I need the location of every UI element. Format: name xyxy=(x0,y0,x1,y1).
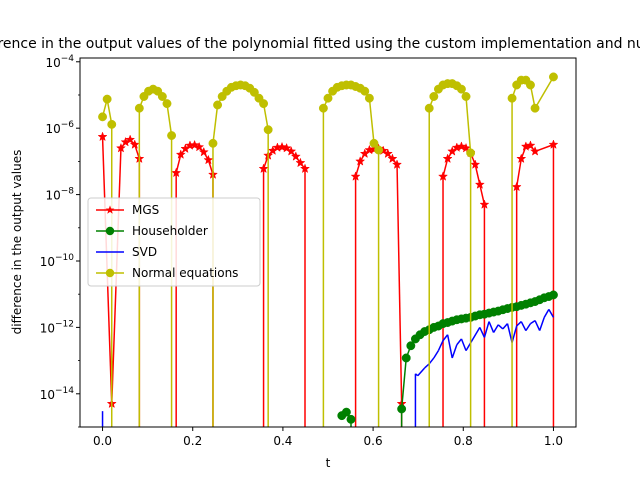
series-householder xyxy=(338,291,558,437)
legend-label: Normal equations xyxy=(132,266,238,280)
series-line-segment xyxy=(521,322,526,331)
y-tick-label: 10−4 xyxy=(45,54,74,70)
data-point xyxy=(549,291,557,299)
legend-label: Householder xyxy=(132,224,208,238)
y-tick-label: 10−6 xyxy=(45,120,74,136)
data-point xyxy=(213,101,221,109)
y-tick-label: 10−14 xyxy=(40,386,75,402)
legend-marker xyxy=(106,227,114,235)
series-line-segment xyxy=(494,325,499,333)
data-point xyxy=(158,92,166,100)
data-point xyxy=(209,139,217,147)
series-line-segment xyxy=(544,309,549,317)
data-point xyxy=(430,92,438,100)
data-point xyxy=(549,73,557,81)
data-point xyxy=(163,99,171,107)
data-point xyxy=(259,99,267,107)
data-point xyxy=(342,408,350,416)
legend-marker xyxy=(106,269,114,277)
series-line-segment xyxy=(503,324,508,329)
data-point xyxy=(457,85,465,93)
x-tick-label: 0.8 xyxy=(454,434,473,448)
x-tick-label: 0.2 xyxy=(183,434,202,448)
series-line-segment xyxy=(498,325,503,329)
data-point xyxy=(319,104,327,112)
data-point xyxy=(264,126,272,134)
x-tick-label: 1.0 xyxy=(544,434,563,448)
series-line-segment xyxy=(397,165,402,404)
series-line-segment xyxy=(540,317,545,330)
x-tick-label: 0.6 xyxy=(364,434,383,448)
data-point xyxy=(98,113,106,121)
data-point xyxy=(462,92,470,100)
series-line-segment xyxy=(489,322,494,333)
data-point xyxy=(347,415,355,423)
x-tick-label: 0.0 xyxy=(93,434,112,448)
series-line-segment xyxy=(535,77,553,108)
series-line-segment xyxy=(402,358,407,409)
data-point xyxy=(466,149,474,157)
series-line-segment xyxy=(526,324,531,331)
data-point xyxy=(108,120,116,128)
legend: MGS Householder SVD Normal equations xyxy=(88,198,260,286)
series-line-segment xyxy=(530,321,535,324)
y-tick-label: 10−8 xyxy=(45,187,74,203)
series-svd xyxy=(102,309,553,437)
y-tick-label: 10−10 xyxy=(40,253,75,269)
data-point xyxy=(135,104,143,112)
legend-label: MGS xyxy=(132,203,159,217)
series-line-segment xyxy=(466,327,480,350)
series-line-segment xyxy=(167,104,172,136)
series-line-segment xyxy=(213,105,218,143)
data-point xyxy=(167,131,175,139)
data-point xyxy=(508,94,516,102)
x-axis-ticks: 0.0 0.2 0.4 0.6 0.8 1.0 xyxy=(93,427,563,448)
data-point xyxy=(397,405,405,413)
series-line-segment xyxy=(369,98,374,143)
y-axis-ticks: 10−14 10−12 10−10 10−8 10−6 10−4 xyxy=(40,54,80,427)
data-point xyxy=(526,81,534,89)
y-axis-label: difference in the output values xyxy=(10,150,24,335)
series-line-segment xyxy=(434,351,439,358)
series-line-segment xyxy=(517,159,522,187)
x-tick-label: 0.4 xyxy=(273,434,292,448)
chart-title: Difference in the output values of the p… xyxy=(0,36,640,52)
data-point xyxy=(374,146,382,154)
series-line-segment xyxy=(452,345,457,358)
series-line-segment xyxy=(466,97,471,153)
y-tick-label: 10−12 xyxy=(40,319,74,335)
series-line-segment xyxy=(418,368,425,376)
series-line-segment xyxy=(535,321,540,331)
series-line-segment xyxy=(448,335,453,358)
series-line-segment xyxy=(461,339,466,351)
data-point xyxy=(531,104,539,112)
data-point xyxy=(365,94,373,102)
x-axis-label: t xyxy=(326,456,331,470)
data-point xyxy=(425,104,433,112)
data-point xyxy=(402,354,410,362)
legend-label: SVD xyxy=(132,245,157,259)
data-point xyxy=(103,95,111,103)
series-line-segment xyxy=(457,339,462,345)
